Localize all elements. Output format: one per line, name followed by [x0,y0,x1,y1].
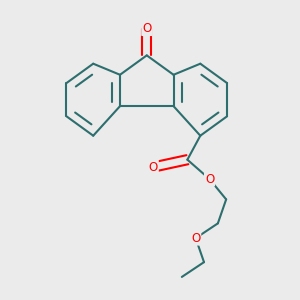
Text: O: O [205,172,214,186]
Text: O: O [142,22,152,35]
Text: O: O [148,160,158,174]
Text: O: O [191,232,200,245]
